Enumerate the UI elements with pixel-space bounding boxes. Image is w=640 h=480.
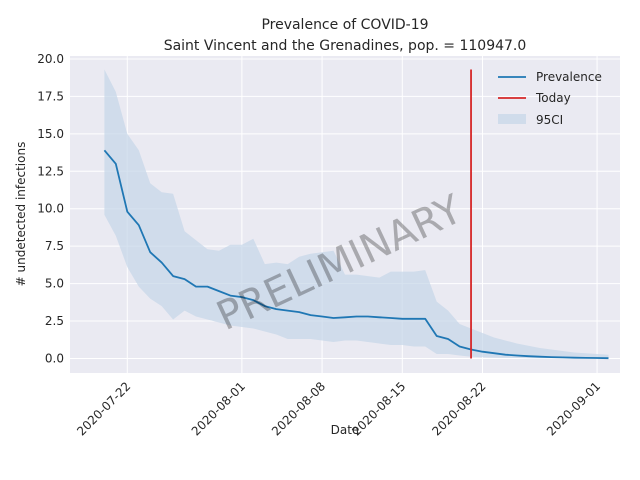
y-tick-label: 10.0 xyxy=(37,202,64,216)
chart-title: Prevalence of COVID-19 xyxy=(261,17,428,33)
y-tick-label: 20.0 xyxy=(37,52,64,66)
y-tick-label: 2.5 xyxy=(45,314,64,328)
chart-subtitle: Saint Vincent and the Grenadines, pop. =… xyxy=(164,38,527,54)
legend-today-label: Today xyxy=(535,91,571,105)
prevalence-line xyxy=(103,149,609,360)
y-tick-label: 5.0 xyxy=(45,277,64,291)
legend-ci-label: 95CI xyxy=(536,113,563,127)
confidence-band xyxy=(104,69,609,359)
ci-band xyxy=(104,69,609,359)
y-tick-label: 0.0 xyxy=(45,351,64,365)
y-tick-label: 15.0 xyxy=(37,127,64,141)
legend-ci-swatch xyxy=(498,114,526,124)
y-tick-label: 12.5 xyxy=(37,164,64,178)
y-axis-label: # undetected infections xyxy=(14,142,28,287)
legend-prevalence-label: Prevalence xyxy=(536,70,602,84)
y-tick-label: 7.5 xyxy=(45,239,64,253)
y-tick-label: 17.5 xyxy=(37,89,64,103)
x-axis-label: Date xyxy=(331,423,360,437)
series-lines xyxy=(103,69,609,360)
legend: Prevalence Today 95CI xyxy=(498,70,602,127)
